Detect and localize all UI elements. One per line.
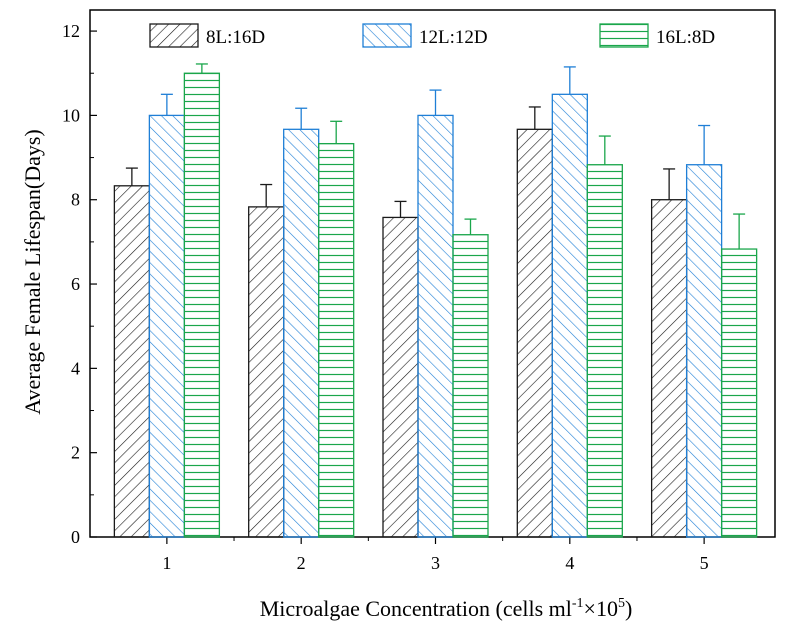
x-axis-title-end: ): [625, 596, 632, 621]
bars-group: [113, 63, 758, 538]
bar: [283, 128, 320, 538]
y-tick-label: 8: [71, 190, 80, 210]
legend-swatch: [599, 23, 649, 48]
x-axis-title-sup1: -1: [572, 596, 584, 611]
x-axis-title: Microalgae Concentration (cells ml-1×105…: [260, 596, 633, 621]
legend-label: 12L:12D: [419, 27, 488, 48]
bar: [551, 93, 588, 538]
x-axis: 1 2 3 4 5: [162, 537, 709, 573]
y-axis-title: Average Female Lifespan(Days): [20, 129, 45, 414]
legend-swatch: [362, 23, 412, 48]
y-tick-label: 4: [71, 358, 80, 378]
y-axis: 0 2 4 6 8 10 12: [62, 21, 97, 547]
x-tick-label: 4: [565, 553, 574, 573]
bar: [183, 72, 221, 538]
legend: 8L:16D 12L:12D 16L:8D: [149, 23, 715, 48]
y-tick-label: 6: [71, 274, 80, 294]
bar: [382, 216, 419, 538]
bar: [318, 142, 355, 538]
x-axis-title-main: Microalgae Concentration (cells ml: [260, 596, 572, 621]
x-axis-title-mid: ×10: [584, 596, 618, 621]
x-axis-title-sup2: 5: [618, 596, 625, 611]
x-tick-label: 5: [700, 553, 709, 573]
x-tick-label: 3: [431, 553, 440, 573]
y-tick-label: 10: [62, 105, 80, 125]
bar: [452, 234, 489, 538]
x-tick-label: 2: [297, 553, 306, 573]
bar: [248, 206, 285, 538]
bar: [516, 128, 553, 538]
bar: [586, 164, 623, 538]
legend-swatch: [149, 23, 199, 48]
y-tick-label: 2: [71, 443, 80, 463]
legend-label: 8L:16D: [206, 27, 265, 48]
bar: [148, 114, 186, 538]
y-tick-label: 12: [62, 21, 80, 41]
legend-label: 16L:8D: [656, 27, 715, 48]
bar: [720, 248, 758, 538]
bar: [685, 164, 723, 538]
bar: [650, 199, 688, 538]
y-tick-label: 0: [71, 527, 80, 547]
x-tick-label: 1: [162, 553, 171, 573]
bar: [113, 185, 151, 538]
bar: [417, 114, 454, 538]
